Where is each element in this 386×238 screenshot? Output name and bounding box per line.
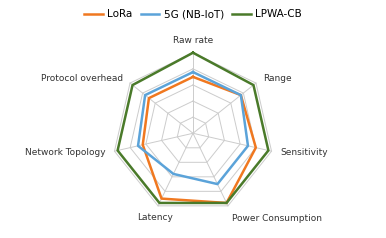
Text: Range: Range [263,74,292,83]
Legend: LoRa, 5G (NB-IoT), LPWA-CB: LoRa, 5G (NB-IoT), LPWA-CB [80,5,306,24]
Text: Latency: Latency [137,213,173,222]
Text: Sensitivity: Sensitivity [280,148,328,157]
Text: Network Topology: Network Topology [25,148,106,157]
Text: Power Consumption: Power Consumption [232,214,322,223]
Text: Raw rate: Raw rate [173,36,213,45]
Text: Protocol overhead: Protocol overhead [41,74,123,83]
